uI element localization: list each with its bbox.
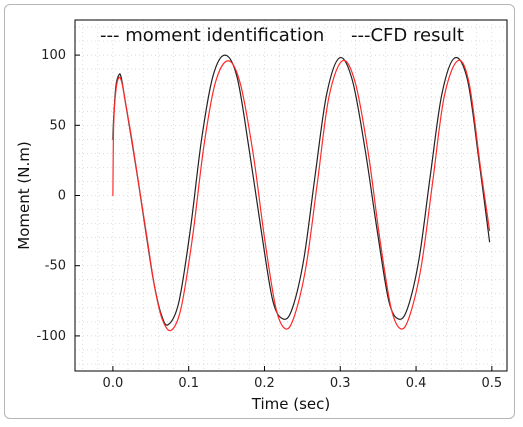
x-axis-label: Time (sec) [251,395,330,413]
y-tick-label: -50 [45,259,66,274]
x-tick-label: 0.4 [406,376,427,391]
x-tick-label: 0.0 [103,376,124,391]
legend-label-cfd-result: ---CFD result [351,25,464,46]
y-tick-label: -100 [36,329,66,344]
series-lines [112,54,491,332]
x-tick-label: 0.2 [254,376,275,391]
y-tick-label: 50 [49,118,66,133]
ticks: 0.0 0.1 0.2 0.3 0.4 0.5 100 50 0 -50 -100 [36,48,502,391]
x-tick-label: 0.1 [178,376,199,391]
y-axis-label: Moment (N.m) [15,141,33,249]
series-line-cfd-result [112,54,491,326]
x-tick-label: 0.5 [481,376,502,391]
y-tick-label: 0 [58,189,66,204]
legend: --- moment identification ---CFD result [100,25,464,46]
series-line-moment-identification [112,59,491,332]
x-tick-label: 0.3 [330,376,351,391]
y-tick-label: 100 [41,48,66,63]
legend-label-moment-identification: --- moment identification [100,25,324,46]
